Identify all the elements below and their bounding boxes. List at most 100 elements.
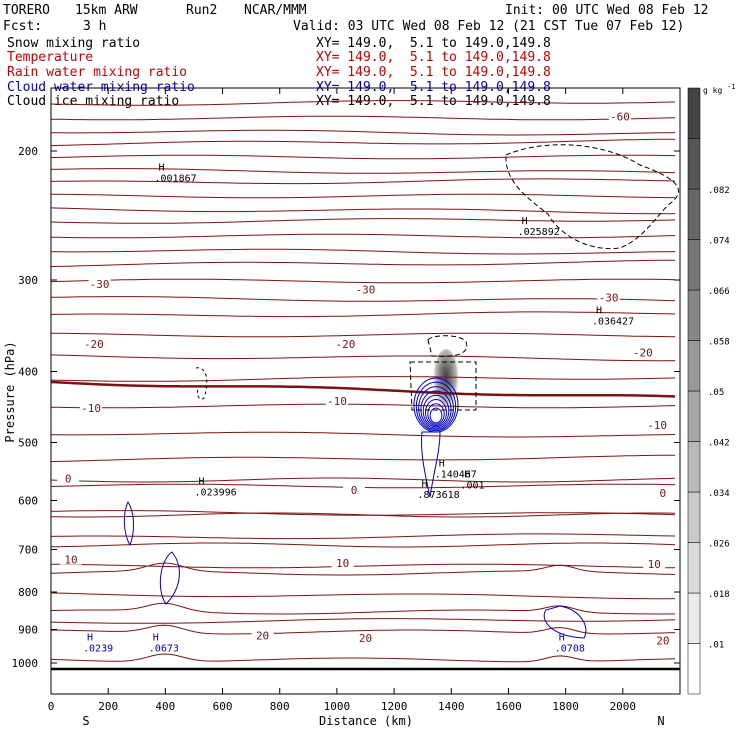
extremum-value: .025892 — [518, 227, 560, 238]
colorbar-swatch — [687, 542, 701, 594]
x-axis-title: Distance (km) — [319, 714, 413, 728]
extremum-marker: H — [87, 632, 93, 643]
colorbar-swatch — [687, 138, 701, 190]
model-resolution: 15km ARW — [75, 3, 138, 18]
field-xy-snow: XY= 149.0, 5.1 to 149.0,149.8 — [316, 36, 551, 51]
colorbar-tick-label: .058 — [708, 338, 730, 348]
extremum-value: .023996 — [195, 487, 237, 498]
isotherm-line — [50, 178, 676, 185]
temperature-label-bg — [651, 634, 674, 646]
extremum-marker: H — [159, 162, 165, 173]
isotherm-line — [50, 168, 676, 174]
extremum-marker: H — [439, 459, 445, 470]
valid-time: Valid: 03 UTC Wed 08 Feb 12 (21 CST Tue … — [293, 19, 685, 34]
temperature-label-bg — [354, 283, 377, 295]
cloud-water-contour — [425, 399, 447, 426]
temperature-label-bg — [354, 632, 377, 644]
model-name: TORERO — [3, 3, 50, 18]
isotherm-line — [50, 454, 676, 462]
temperature-label: 0 — [65, 473, 72, 486]
isotherm-line — [50, 563, 675, 569]
colorbar-unit: g kg — [703, 86, 722, 95]
temperature-label: 10 — [336, 557, 349, 570]
extremum-marker: H — [422, 479, 428, 490]
cloud-ice-contour — [195, 367, 208, 400]
temperature-label: 10 — [64, 554, 77, 567]
init-time: Init: 00 UTC Wed 08 Feb 12 — [505, 3, 709, 18]
extremum-marker: H — [522, 216, 528, 227]
isotherm-line — [50, 542, 676, 548]
isotherm-line — [50, 296, 676, 302]
cloud-water-contour — [159, 551, 180, 605]
extremum-value: .0673 — [149, 643, 179, 654]
temperature-label: -30 — [599, 292, 619, 305]
cloud-water-contour — [543, 605, 587, 639]
cloud-water-contour — [422, 394, 450, 428]
south-label: S — [82, 714, 89, 728]
plot-frame — [50, 87, 681, 695]
cloud-water-contour — [427, 403, 445, 425]
forecast-label: Fcst: — [3, 19, 43, 34]
temperature-label: 0 — [660, 487, 667, 500]
colorbar-swatch — [687, 441, 701, 493]
x-tick-label: 800 — [270, 700, 290, 713]
isotherm-line — [50, 278, 676, 284]
temperature-label-bg — [331, 556, 354, 568]
field-label-cloud-water: Cloud water mixing ratio — [7, 80, 195, 95]
isotherm-line — [50, 602, 676, 615]
temperature-label-bg — [643, 558, 666, 570]
x-tick-label: 1000 — [324, 700, 351, 713]
temperature-label: -20 — [84, 338, 104, 351]
colorbar-tick-label: .01 — [708, 641, 724, 651]
temperature-label-bg — [343, 483, 366, 495]
extremum-marker: H — [153, 632, 159, 643]
x-tick-label: 200 — [98, 700, 118, 713]
isotherm-line — [50, 207, 676, 215]
colorbar-swatch — [687, 643, 701, 695]
colorbar-tick-label: .026 — [708, 540, 730, 550]
colorbar-swatch — [687, 491, 701, 543]
cloud-water-contour — [418, 386, 454, 430]
extremum-marker: H — [596, 306, 602, 317]
isotherm-line — [50, 354, 676, 362]
isotherm-line — [50, 403, 676, 409]
x-tick-label: 1800 — [552, 700, 579, 713]
isotherm-line — [50, 562, 676, 576]
y-axis-title: Pressure (hPa) — [3, 341, 17, 442]
x-tick-label: 2000 — [610, 700, 637, 713]
temperature-label: -10 — [327, 395, 347, 408]
isotherm-line — [50, 100, 676, 106]
isotherm-line — [51, 129, 676, 136]
temperature-label-bg — [60, 553, 83, 565]
colorbar-tick-label: .034 — [708, 489, 730, 499]
field-xy-cloud-ice: XY= 149.0, 5.1 to 149.0,149.8 — [316, 94, 551, 109]
field-xy-rain: XY= 149.0, 5.1 to 149.0,149.8 — [316, 65, 551, 80]
isotherm-line — [50, 533, 676, 540]
field-xy-temperature: XY= 149.0, 5.1 to 149.0,149.8 — [316, 50, 551, 65]
temperature-label-bg — [646, 419, 669, 431]
cloud-water-contour — [429, 407, 443, 424]
temperature-label: -10 — [647, 419, 667, 432]
temperature-label: -60 — [610, 110, 630, 123]
colorbar-swatch — [687, 188, 701, 240]
y-tick-label: 700 — [18, 544, 38, 557]
colorbar-swatch — [687, 390, 701, 442]
temperature-label-bg — [57, 472, 80, 484]
y-tick-label: 800 — [18, 586, 38, 599]
temperature-label: -10 — [81, 402, 101, 415]
temperature-label-bg — [80, 401, 103, 413]
y-tick-label: 900 — [18, 623, 38, 636]
cloud-water-contour — [421, 431, 441, 498]
cloud-water-contour — [123, 500, 134, 547]
temperature-label: -30 — [90, 278, 110, 291]
colorbar-swatch — [687, 340, 701, 392]
x-tick-label: 0 — [48, 700, 55, 713]
colorbar-swatch — [687, 87, 701, 139]
isotherm-line — [50, 332, 676, 338]
x-tick-label: 1400 — [438, 700, 465, 713]
isotherm-line — [50, 193, 676, 199]
field-label-snow: Snow mixing ratio — [7, 36, 141, 51]
isotherm-line — [50, 233, 676, 239]
x-tick-label: 1200 — [381, 700, 408, 713]
